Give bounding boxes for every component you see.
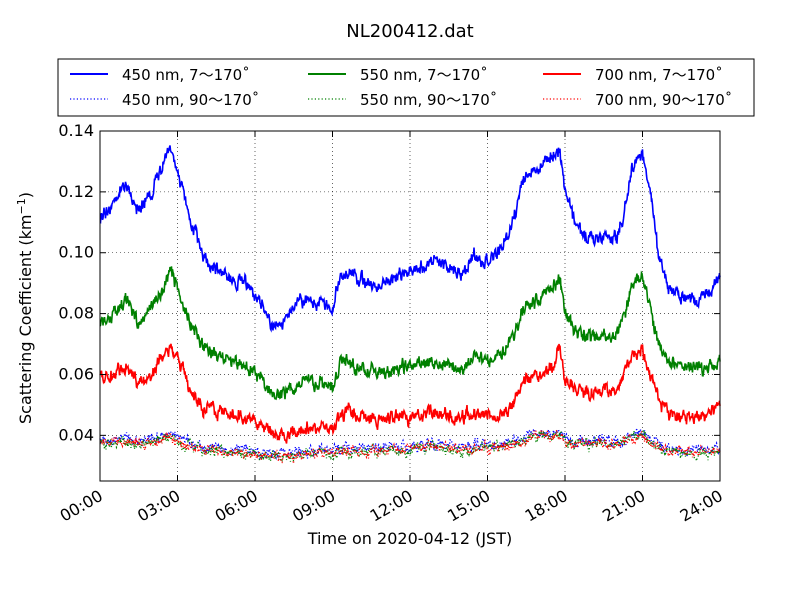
x-tick-label: 21:00	[599, 486, 648, 526]
x-tick-label: 24:00	[677, 486, 726, 526]
y-axis-label-main: Scattering Coefficient (km	[16, 214, 35, 424]
y-tick-label: 0.04	[58, 425, 94, 444]
y-tick-label: 0.06	[58, 364, 94, 383]
legend-label: 700 nm, 7～170˚	[595, 66, 723, 84]
legend-label: 450 nm, 90～170˚	[122, 91, 259, 109]
x-tick-label: 06:00	[212, 486, 261, 526]
axes: 00:00 03:00 06:00 09:00 12:00 15:00 18:00 21:00…	[57, 121, 726, 526]
x-tick-label: 18:00	[522, 486, 571, 526]
x-tick-label: 15:00	[444, 486, 493, 526]
x-tick-label: 03:00	[134, 486, 183, 526]
series-line	[100, 429, 720, 459]
legend-label: 550 nm, 90～170˚	[360, 91, 497, 109]
y-tick-label: 0.12	[58, 182, 94, 201]
legend-label: 450 nm, 7～170˚	[122, 66, 250, 84]
y-axis-label-end: )	[16, 192, 35, 198]
legend-label: 550 nm, 7～170˚	[360, 66, 488, 84]
chart-canvas: NL200412.dat 00:00 03:00 06:00 09:00 12:00 15…	[0, 0, 800, 600]
y-tick-label: 0.08	[58, 304, 94, 323]
y-tick-label: 0.14	[58, 121, 94, 140]
y-axis-label: Scattering Coefficient (km−1)	[15, 192, 35, 424]
legend-label: 700 nm, 90～170˚	[595, 91, 732, 109]
x-axis-label: Time on 2020-04-12 (JST)	[307, 529, 512, 548]
x-tick-label: 00:00	[57, 486, 106, 526]
x-tick-label: 09:00	[289, 486, 338, 526]
x-tick-label: 12:00	[367, 486, 416, 526]
y-tick-label: 0.10	[58, 243, 94, 262]
y-axis-label-sup: −1	[15, 198, 28, 214]
series-layer	[100, 146, 720, 464]
chart-title: NL200412.dat	[346, 21, 473, 42]
